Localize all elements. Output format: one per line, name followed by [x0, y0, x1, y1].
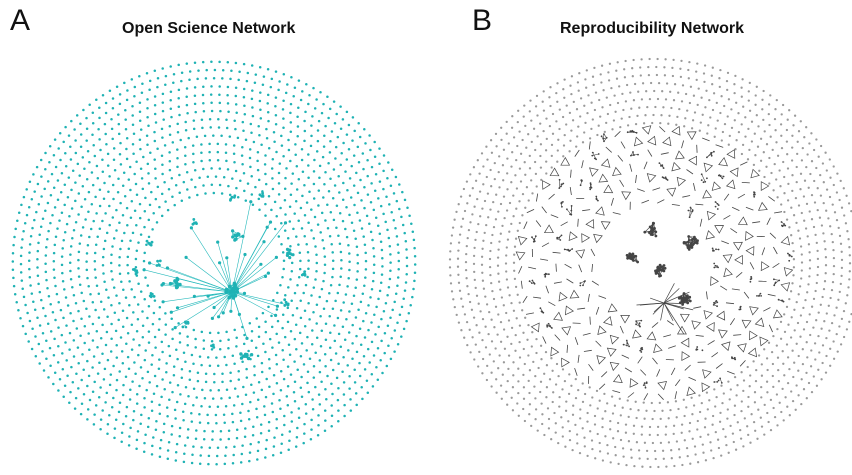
dense-components — [625, 221, 699, 335]
panel-letter-b: B — [472, 4, 493, 37]
reproducibility-network-graph — [448, 57, 852, 469]
open-science-network-graph — [11, 60, 417, 466]
connected-component — [131, 191, 307, 361]
panel-reproducibility: B Reproducibility Network — [426, 0, 852, 475]
isolated-nodes — [11, 60, 417, 466]
small-components — [515, 125, 794, 401]
panel-title-open-science: Open Science Network — [122, 20, 296, 37]
panel-title-reproducibility: Reproducibility Network — [560, 20, 745, 37]
panel-letter-a: A — [10, 4, 31, 37]
isolated-nodes — [448, 57, 852, 469]
panel-open-science: A Open Science Network — [10, 4, 417, 466]
